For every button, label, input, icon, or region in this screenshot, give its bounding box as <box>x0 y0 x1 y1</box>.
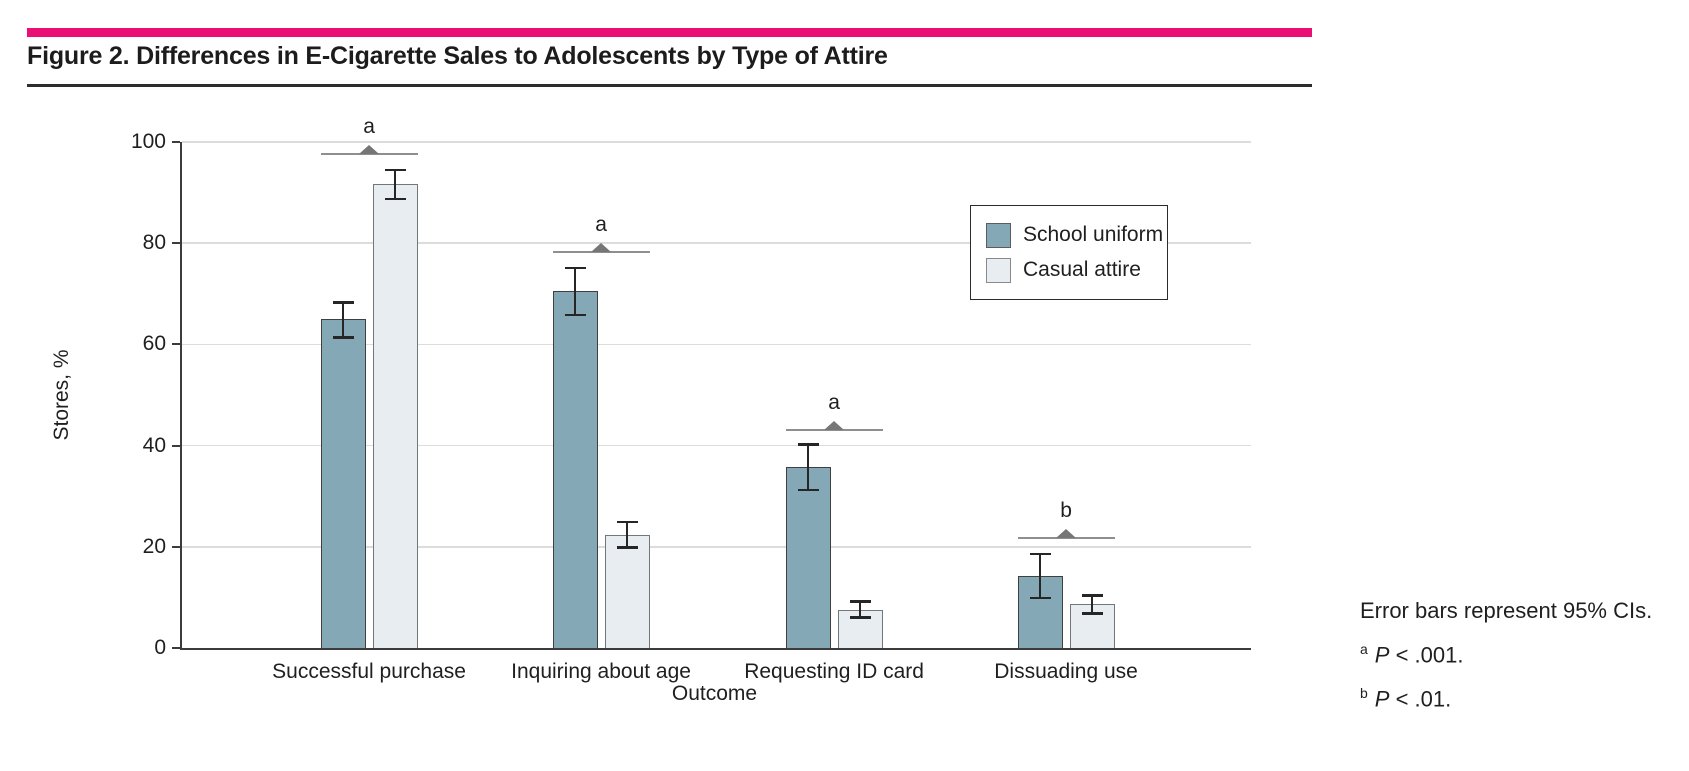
footnote-b-superscript: b <box>1360 685 1368 702</box>
error-bar-casual-attire-requesting-id-card <box>859 601 862 618</box>
y-tick-label-0: 0 <box>154 636 166 659</box>
significance-triangle-dissuading-use <box>1056 529 1077 539</box>
y-tick-label-60: 60 <box>142 332 166 356</box>
legend-item-casual-attire: Casual attire <box>986 257 1167 283</box>
bar-school-uniform-requesting-id-card <box>785 466 831 648</box>
y-axis-title: Stores, % <box>50 349 73 441</box>
gridline-20 <box>182 546 1251 548</box>
error-bar-cap-bottom <box>797 488 819 492</box>
footnote-error-bars: Error bars represent 95% CIs. <box>1360 598 1653 623</box>
significance-label-requesting-id-card: a <box>828 390 840 414</box>
x-category-label-inquiring-about-age: Inquiring about age <box>511 660 691 683</box>
error-bar-school-uniform-successful-purchase <box>342 302 345 338</box>
legend: School uniform Casual attire <box>970 205 1168 300</box>
figure-title: Figure 2. Differences in E-Cigarette Sal… <box>27 42 888 70</box>
significance-line-requesting-id-card <box>785 428 883 431</box>
error-bar-cap-top <box>332 301 354 304</box>
bar-school-uniform-successful-purchase <box>320 319 366 648</box>
y-tick-20 <box>172 545 180 548</box>
error-bar-school-uniform-requesting-id-card <box>807 444 810 490</box>
legend-item-school-uniform: School uniform <box>986 222 1167 248</box>
title-underline <box>27 84 1312 87</box>
error-bar-cap-top <box>849 600 871 603</box>
error-bar-cap-top <box>1081 594 1103 597</box>
significance-line-dissuading-use <box>1017 537 1115 540</box>
plot-area: 0 20 40 60 80 100 Successful purchase Inquiring… <box>131 115 1251 683</box>
x-axis-title: Outcome <box>671 682 758 705</box>
significance-label-successful-purchase: a <box>363 115 375 139</box>
footnote-a-superscript: a <box>1360 641 1368 657</box>
y-tick-label-80: 80 <box>142 231 166 255</box>
error-bar-cap-bottom <box>332 336 354 339</box>
y-tick-label-20: 20 <box>142 534 166 558</box>
y-tick-label-100: 100 <box>130 130 166 153</box>
bar-casual-attire-successful-purchase <box>372 183 418 648</box>
error-bar-cap-top <box>564 266 586 270</box>
y-tick-label-40: 40 <box>142 433 166 457</box>
legend-swatch-casual-attire <box>986 257 1011 283</box>
x-category-label-dissuading-use: Dissuading use <box>994 660 1138 683</box>
y-tick-100 <box>172 141 180 143</box>
gridline-80 <box>182 242 1251 244</box>
y-tick-80 <box>172 242 180 245</box>
footnote-a-pvalue-symbol: P <box>1374 642 1390 668</box>
error-bar-cap-top <box>1029 552 1051 556</box>
y-tick-60 <box>172 343 180 346</box>
error-bar-cap-bottom <box>1029 596 1051 600</box>
legend-label-school-uniform: School uniform <box>1023 223 1164 246</box>
footnote-a-text: < .001. <box>1389 642 1464 668</box>
y-tick-40 <box>172 444 180 447</box>
footnote-b-pvalue-symbol: P <box>1374 686 1390 712</box>
error-bar-cap-top <box>797 443 819 446</box>
significance-label-inquiring-about-age: a <box>595 212 607 236</box>
error-bar-cap-bottom <box>564 313 586 317</box>
gridline-100 <box>182 141 1251 143</box>
error-bar-school-uniform-inquiring-about-age <box>574 267 577 315</box>
bar-school-uniform-inquiring-about-age <box>552 291 598 648</box>
accent-rule <box>27 28 1312 37</box>
error-bar-casual-attire-successful-purchase <box>394 169 397 199</box>
significance-triangle-inquiring-about-age <box>591 242 612 252</box>
error-bar-cap-top <box>616 520 638 523</box>
x-category-label-requesting-id-card: Requesting ID card <box>744 660 924 683</box>
significance-triangle-successful-purchase <box>359 145 380 155</box>
error-bar-cap-bottom <box>384 197 406 201</box>
significance-triangle-requesting-id-card <box>824 420 845 430</box>
bar-casual-attire-inquiring-about-age <box>604 534 650 648</box>
legend-label-casual-attire: Casual attire <box>1023 258 1141 281</box>
error-bar-cap-top <box>384 168 406 172</box>
x-category-label-successful-purchase: Successful purchase <box>272 660 466 683</box>
error-bar-cap-bottom <box>616 546 638 549</box>
significance-line-inquiring-about-age <box>552 250 650 253</box>
error-bar-cap-bottom <box>849 616 871 619</box>
significance-label-dissuading-use: b <box>1060 499 1072 523</box>
gridline-40 <box>182 444 1251 447</box>
gridline-60 <box>182 343 1251 346</box>
y-tick-0 <box>172 647 180 649</box>
error-bar-school-uniform-dissuading-use <box>1039 553 1042 598</box>
error-bar-cap-bottom <box>1081 612 1103 615</box>
legend-swatch-school-uniform <box>986 222 1011 248</box>
significance-line-successful-purchase <box>320 153 418 156</box>
error-bar-casual-attire-dissuading-use <box>1091 595 1094 614</box>
footnote-b-text: < .01. <box>1389 686 1452 712</box>
error-bar-casual-attire-inquiring-about-age <box>626 521 629 548</box>
